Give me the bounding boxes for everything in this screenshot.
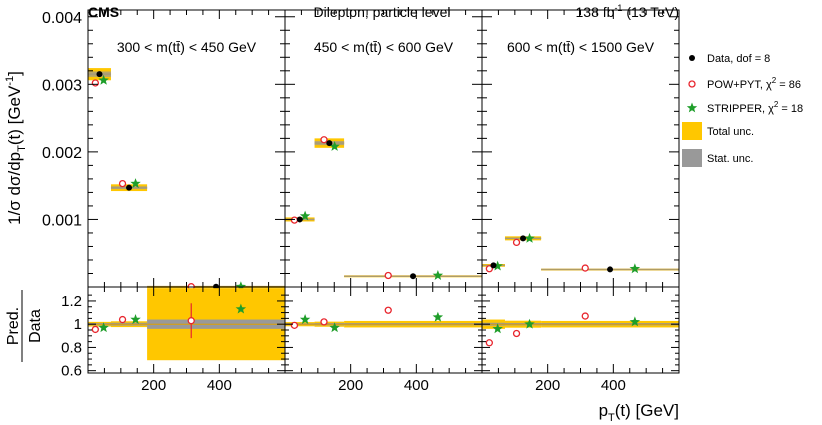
powpyt-point [581, 264, 589, 272]
lumi-label: 138 fb-1 (13 TeV) [576, 3, 680, 20]
data-point [296, 216, 303, 223]
x-tick-label: 200 [338, 377, 363, 394]
ratio-frame [284, 286, 483, 374]
ratio-stripper-point [235, 303, 247, 314]
powpyt-point [91, 79, 100, 87]
powpyt-point [384, 271, 392, 280]
stripper-point [329, 141, 340, 151]
y-tick-label: 0.002 [42, 145, 82, 162]
stripper-point [299, 210, 311, 221]
legend-stripper-marker [686, 102, 698, 113]
y-axis-label: 1/σ dσ/dpT(t) [GeV-1] [4, 71, 28, 225]
ratio-powpyt-point [485, 339, 494, 347]
stripper-point [492, 260, 503, 271]
ratio-label-denominator: Data [27, 309, 44, 343]
ratio-powpyt-point [512, 329, 521, 338]
ratio-powpyt-point [187, 317, 195, 325]
stripper-point [235, 281, 247, 292]
ratio-powpyt-point [290, 321, 299, 330]
x-tick-label: 400 [404, 377, 429, 394]
y-tick-label: 0.003 [42, 77, 82, 94]
legend-label: Data, dof = 8 [707, 53, 770, 65]
panel-label: 450 < m(tt̄) < 600 GeV [314, 39, 454, 55]
legend-powpyt-marker [688, 80, 696, 88]
powpyt-point [320, 136, 328, 144]
x-tick-label: 200 [141, 377, 166, 394]
ratio-y-tick-label: 0.8 [61, 339, 82, 356]
data-point [126, 184, 133, 191]
data-point [607, 266, 614, 273]
ratio-stripper-point [432, 311, 444, 322]
ratio-stripper-point [329, 322, 340, 333]
panel-2: 450 < m(tt̄) < 600 GeV 200 400 [284, 9, 483, 394]
ratio-powpyt-point [581, 312, 589, 320]
stripper-point [629, 263, 641, 274]
ratio-y-tick-label: 1.2 [61, 293, 82, 310]
powpyt-point [290, 216, 299, 224]
experiment-label: CMS [88, 4, 119, 20]
ratio-powpyt-point [384, 306, 392, 314]
powpyt-point [485, 265, 494, 273]
ratio-stripper-point [629, 316, 641, 327]
legend-item-total: Total unc. [682, 122, 754, 140]
legend: Data, dof = 8 POW+PYT, χ2 = 86 STRIPPER, χ… [682, 53, 803, 167]
stripper-point [98, 74, 109, 85]
legend-stat-swatch [682, 149, 702, 167]
ratio-powpyt-point [320, 318, 328, 326]
data-point [520, 235, 527, 242]
powpyt-point [512, 238, 521, 247]
x-tick-label: 400 [601, 377, 626, 394]
stripper-point [524, 232, 535, 243]
ratio-powpyt-point [118, 315, 127, 324]
ratio-stripper-point [524, 318, 535, 329]
legend-label: POW+PYT, χ2 = 86 [707, 76, 801, 91]
y-tick-label: 0.004 [42, 10, 82, 27]
panel-label: 300 < m(tt̄) < 450 GeV [117, 39, 257, 55]
legend-label: STRIPPER, χ2 = 18 [707, 100, 803, 115]
powpyt-point [118, 179, 127, 188]
data-point [96, 71, 103, 78]
y-axis: 0.001 0.002 0.003 0.004 0.6 0.8 1 1.2 [42, 10, 82, 380]
ratio-stripper-point [299, 314, 311, 324]
legend-total-swatch [682, 122, 702, 140]
x-axis-label: pT(t) [GeV] [599, 401, 679, 424]
legend-label: Stat. unc. [707, 153, 753, 165]
ratio-y-axis-label: Pred. Data [5, 290, 44, 362]
ratio-y-tick-label: 1 [74, 316, 82, 333]
panel-label: 600 < m(tt̄) < 1500 GeV [507, 39, 655, 55]
ratio-stripper-point [98, 322, 109, 333]
panel-3: 600 < m(tt̄) < 1500 GeV 200 400 [481, 9, 680, 394]
data-point [490, 262, 497, 269]
panel-1: 300 < m(tt̄) < 450 GeV 200 400 [87, 9, 286, 394]
ratio-frame [481, 286, 680, 374]
y-tick-label: 0.001 [42, 212, 82, 229]
data-point [326, 140, 333, 147]
legend-item-data: Data, dof = 8 [689, 53, 770, 65]
legend-item-powpyt: POW+PYT, χ2 = 86 [688, 76, 801, 91]
legend-item-stripper: STRIPPER, χ2 = 18 [686, 100, 803, 115]
ratio-stripper-point [492, 323, 503, 334]
ratio-label-numerator: Pred. [5, 307, 22, 345]
legend-item-stat: Stat. unc. [682, 149, 753, 167]
data-point [410, 273, 417, 280]
ratio-stripper-point [130, 314, 141, 324]
legend-data-marker [689, 55, 695, 61]
x-tick-label: 200 [535, 377, 560, 394]
legend-label: Total unc. [707, 126, 754, 138]
stripper-point [130, 178, 141, 189]
ratio-y-tick-label: 0.6 [61, 363, 82, 380]
x-tick-label: 400 [207, 377, 232, 394]
ratio-powpyt-point [91, 325, 100, 334]
stripper-point [432, 270, 444, 280]
